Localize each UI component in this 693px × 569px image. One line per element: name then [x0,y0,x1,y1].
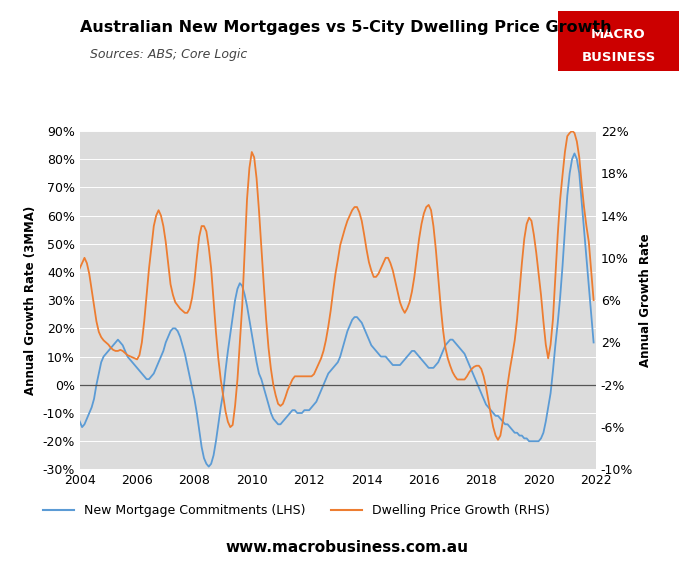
Y-axis label: Annual Growth Rate (3MMA): Annual Growth Rate (3MMA) [24,205,37,395]
Text: www.macrobusiness.com.au: www.macrobusiness.com.au [225,540,468,555]
Legend: New Mortgage Commitments (LHS), Dwelling Price Growth (RHS): New Mortgage Commitments (LHS), Dwelling… [38,500,555,522]
Text: Sources: ABS; Core Logic: Sources: ABS; Core Logic [90,48,247,61]
Text: Australian New Mortgages vs 5-City Dwelling Price Growth: Australian New Mortgages vs 5-City Dwell… [80,20,611,35]
Text: BUSINESS: BUSINESS [581,51,656,64]
Y-axis label: Annual Growth Rate: Annual Growth Rate [639,233,652,367]
Text: MACRO: MACRO [591,27,646,40]
